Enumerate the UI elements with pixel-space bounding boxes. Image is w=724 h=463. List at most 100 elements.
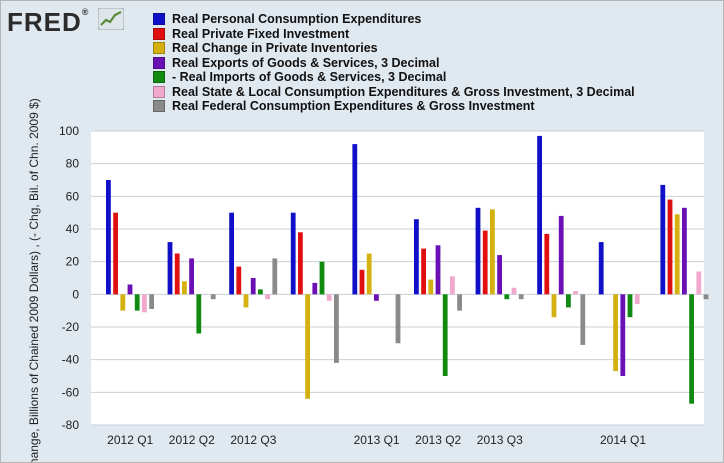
fred-registered-mark: ® — [81, 7, 90, 17]
bar — [134, 294, 140, 311]
y-tick-label: 0 — [72, 287, 79, 301]
bar — [674, 214, 680, 295]
bar — [703, 294, 709, 300]
bar — [243, 294, 249, 308]
legend-swatch — [153, 56, 165, 69]
bar — [497, 255, 502, 295]
bar — [374, 294, 379, 301]
legend-label: Real Personal Consumption Expenditures — [172, 12, 422, 26]
bar — [290, 212, 296, 295]
bar — [210, 294, 216, 300]
bar — [272, 258, 278, 295]
bar — [182, 281, 187, 295]
y-tick-label: 80 — [66, 157, 80, 171]
x-tick-label: 2013 Q2 — [415, 433, 461, 447]
legend-label: Real State & Local Consumption Expenditu… — [172, 84, 635, 99]
bar — [544, 233, 550, 295]
bar — [598, 242, 604, 295]
x-tick-label: 2012 Q3 — [230, 433, 276, 447]
bar — [366, 253, 372, 295]
bar — [352, 144, 358, 295]
bar — [696, 271, 702, 295]
legend-swatch — [153, 71, 165, 83]
bar — [258, 289, 263, 295]
y-tick-label: 60 — [66, 189, 80, 203]
bar — [120, 294, 126, 311]
bar — [142, 294, 147, 313]
bar — [113, 212, 118, 295]
bar — [127, 284, 133, 295]
y-tick-label: 40 — [66, 222, 80, 236]
chart-header: FRED® Real Personal Consumption Expendit… — [1, 1, 723, 119]
bar — [613, 294, 618, 372]
bar — [236, 266, 242, 295]
bar — [421, 248, 426, 295]
bar — [518, 294, 524, 300]
y-tick-label: 100 — [59, 124, 79, 138]
bar — [475, 207, 481, 295]
legend-swatch — [153, 85, 165, 98]
bar — [149, 294, 154, 309]
y-tick-label: -40 — [62, 353, 80, 367]
bar — [312, 282, 318, 295]
legend-swatch — [153, 13, 165, 25]
legend-label: - Real Imports of Goods & Services, 3 De… — [172, 70, 447, 84]
y-tick-label: -20 — [62, 320, 80, 334]
bar — [189, 258, 194, 295]
legend-label: Real Private Fixed Investment — [172, 26, 350, 41]
bar — [414, 219, 419, 295]
bar — [442, 294, 448, 376]
x-tick-label: 2014 Q1 — [600, 433, 646, 447]
bar — [250, 278, 256, 295]
bar — [435, 245, 441, 295]
fred-logo: FRED® — [7, 7, 89, 38]
bar — [482, 230, 488, 295]
legend-label: Real Federal Consumption Expenditures & … — [172, 99, 535, 113]
bar — [511, 287, 517, 295]
bar — [573, 291, 578, 295]
legend-label: Real Exports of Goods & Services, 3 Deci… — [172, 55, 440, 70]
bar — [450, 276, 455, 295]
y-tick-label: -60 — [62, 385, 80, 399]
y-tick-label: 20 — [66, 255, 80, 269]
trend-line-icon — [98, 8, 124, 30]
bar — [457, 294, 462, 311]
bar — [490, 209, 495, 295]
legend-swatch — [153, 100, 165, 112]
bar — [627, 294, 633, 318]
bar — [580, 294, 586, 345]
legend-label: Real Change in Private Inventories — [172, 41, 378, 55]
bar — [620, 294, 626, 376]
bar — [566, 294, 571, 308]
fred-logo-text: FRED — [7, 7, 82, 37]
x-tick-label: 2012 Q1 — [107, 433, 153, 447]
x-tick-label: 2012 Q2 — [169, 433, 215, 447]
bar — [551, 294, 557, 318]
bar — [106, 180, 111, 295]
x-tick-label: 2013 Q1 — [354, 433, 400, 447]
y-axis-title: Change, Billions of Chained 2009 Dollars… — [27, 98, 41, 462]
x-tick-label: 2013 Q3 — [477, 433, 523, 447]
bar — [334, 294, 339, 363]
legend-swatch — [153, 27, 165, 40]
bar — [660, 184, 666, 295]
bar — [558, 215, 564, 295]
plot-area — [91, 131, 704, 425]
bar — [319, 261, 325, 295]
bar — [298, 232, 303, 295]
bar — [265, 294, 270, 300]
bar — [682, 207, 687, 295]
bar — [634, 294, 640, 305]
bar — [196, 294, 202, 334]
bar — [359, 269, 365, 295]
y-tick-label: -80 — [62, 418, 80, 432]
bar — [395, 294, 401, 344]
bar — [537, 135, 542, 295]
bar — [174, 253, 180, 295]
bar — [167, 242, 173, 295]
bar — [504, 294, 510, 300]
bar — [667, 199, 673, 295]
bar — [689, 294, 694, 404]
